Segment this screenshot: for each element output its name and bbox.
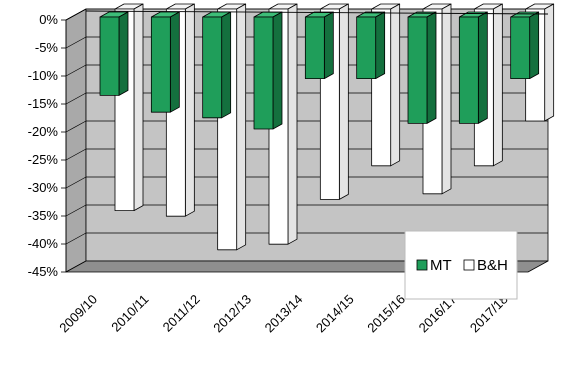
y-tick-label: -40% [28,236,59,251]
y-tick-label: -20% [28,124,59,139]
bar-mt [253,11,283,130]
gridline-side [65,120,87,133]
bar-mt [510,11,540,79]
bar-bh-side [441,3,452,195]
gridline-side [65,232,87,245]
gridline-side [65,92,87,105]
legend-label-bh: B&H [477,257,508,274]
bar-mt-front [99,16,120,96]
bar-mt [150,11,180,113]
zero-line [85,10,549,15]
bar-bh-side [287,3,298,245]
bar-bh-side [133,3,144,212]
bar-mt [458,11,488,124]
bar-mt-front [407,16,428,124]
bar-mt-front [458,16,479,124]
bar-mt [304,11,334,79]
gridline-side [65,36,87,49]
bar-mt [356,11,386,79]
bar-mt [99,11,129,96]
bar-mt-side [221,11,232,119]
bar-mt-front [304,16,325,79]
y-tick-label: -45% [28,264,59,279]
y-tick-label: 0% [39,12,58,27]
bars [65,3,555,251]
x-tick-label: 2015/16 [364,292,408,336]
bar-mt-front [510,16,531,79]
gridline-side [65,148,87,161]
bar-mt-side [323,11,334,79]
bar-mt [407,11,437,124]
y-tick-label: -10% [28,68,59,83]
y-tick-label: -35% [28,208,59,223]
y-tick-label: -25% [28,152,59,167]
bar-mt-front [253,16,274,130]
side-wall [65,8,87,273]
bar-mt-front [150,16,171,113]
bar-bh-side [338,3,349,200]
bar-mt-side [375,11,386,79]
gridline-side [65,64,87,77]
legend-label-mt: MT [430,257,452,274]
bar-mt-side [272,11,283,130]
bar-mt-front [356,16,377,79]
bar-bh-side [184,3,195,217]
y-axis: 0% -5% -10% -15% -20% -25% -30% -35% -40% -45% [28,12,67,279]
x-tick-label: 2012/13 [210,292,254,336]
x-tick-label: 2013/14 [262,292,306,336]
x-tick-label: 2014/15 [313,292,357,336]
legend-swatch-bh [463,259,475,271]
bar-mt-side [169,11,180,113]
gridline-side [65,176,87,189]
bar-mt-side [529,11,540,79]
x-tick-label: 2009/10 [56,292,100,336]
bar-mt [202,11,232,119]
bar-bh-side [236,3,247,251]
y-tick-label: -30% [28,180,59,195]
legend-swatch-mt [416,259,428,271]
bar-bh-side [492,3,503,167]
bar-bh-side [544,3,555,122]
bar-mt-side [426,11,437,124]
x-tick-label: 2011/12 [160,292,203,335]
y-tick-label: -15% [28,96,59,111]
gridline-side [65,204,87,217]
zero-line-side [65,8,87,21]
bar-mt-side [118,11,129,96]
legend: MT B&H [404,230,518,300]
bar-bh-side [390,3,401,167]
bar-mt-side [477,11,488,124]
x-tick-label: 2010/11 [108,292,151,335]
y-tick-label: -5% [35,40,59,55]
bar-mt-front [202,16,223,119]
